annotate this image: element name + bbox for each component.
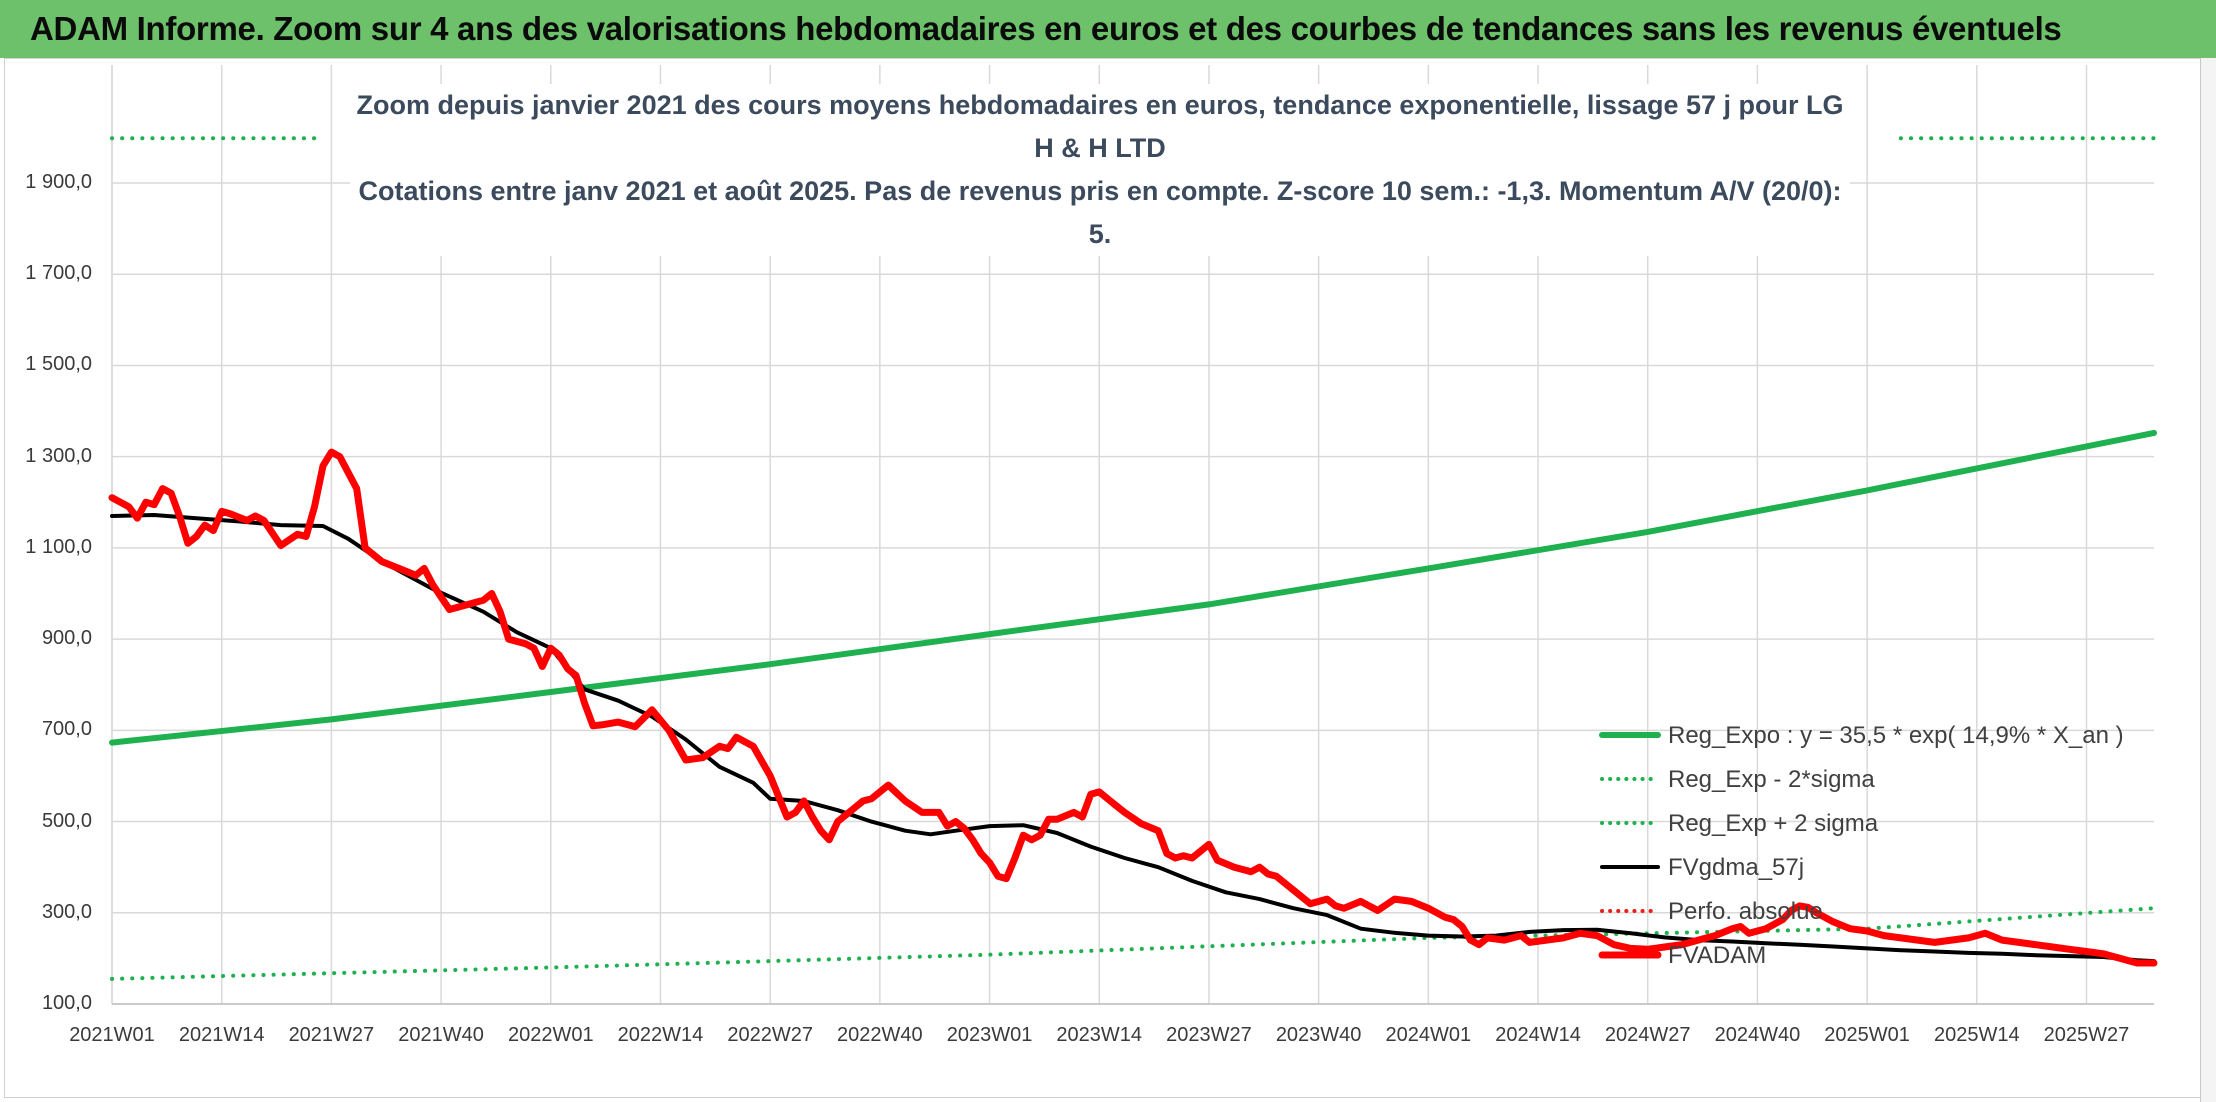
x-tick-label: 2024W40 xyxy=(1714,1024,1801,1046)
y-tick-label: 1 300,0 xyxy=(25,444,92,467)
legend-item: FVgdma_57j xyxy=(1598,852,2198,882)
series-line-5 xyxy=(108,448,2158,967)
chart-title-line1: Zoom depuis janvier 2021 des cours moyen… xyxy=(356,90,1844,163)
x-tick-label: 2023W27 xyxy=(1166,1024,1252,1046)
x-tick-label: 2025W01 xyxy=(1824,1024,1910,1046)
y-tick-label: 1 100,0 xyxy=(25,535,92,558)
legend-swatch xyxy=(1600,865,1660,869)
legend-swatch xyxy=(1600,909,1660,913)
legend-label: Reg_Exp - 2*sigma xyxy=(1668,766,1875,793)
series-line-0 xyxy=(109,429,2157,746)
x-tick-label: 2023W14 xyxy=(1056,1024,1143,1046)
x-tick-label: 2024W01 xyxy=(1385,1024,1472,1046)
x-tick-label: 2022W01 xyxy=(507,1024,594,1046)
legend-swatch xyxy=(1599,732,1661,738)
legend-label: Perfo. absolue xyxy=(1668,898,1823,925)
header-bar: ADAM Informe. Zoom sur 4 ans des valoris… xyxy=(0,0,2216,58)
x-tick-label: 2022W40 xyxy=(837,1024,923,1046)
x-tick-label: 2023W01 xyxy=(946,1024,1033,1046)
x-tick-label: 2024W14 xyxy=(1495,1024,1581,1046)
y-tick-label: 700,0 xyxy=(41,718,92,741)
x-tick-label: 2021W27 xyxy=(288,1024,375,1046)
y-tick-label: 500,0 xyxy=(41,809,92,832)
chart-title: Zoom depuis janvier 2021 des cours moyen… xyxy=(350,84,1850,256)
legend-label: Reg_Exp + 2 sigma xyxy=(1668,810,1879,837)
x-tick-label: 2025W27 xyxy=(2043,1024,2130,1046)
legend-swatch xyxy=(1598,951,1662,959)
legend-item: FVADAM xyxy=(1598,940,2198,970)
y-tick-label: 1 700,0 xyxy=(25,262,92,285)
y-tick-label: 300,0 xyxy=(41,900,92,923)
legend-label: Reg_Expo : y = 35,5 * exp( 14,9% * X_an … xyxy=(1668,722,2124,749)
x-tick-label: 2021W14 xyxy=(178,1024,265,1046)
x-tick-label: 2024W27 xyxy=(1604,1024,1691,1046)
x-tick-label: 2021W01 xyxy=(69,1024,155,1046)
x-tick-label: 2023W40 xyxy=(1275,1024,1362,1046)
legend-swatch xyxy=(1600,821,1660,825)
x-tick-label: 2025W14 xyxy=(1933,1024,2020,1046)
legend-swatch xyxy=(1600,777,1660,781)
legend-item: Perfo. absolue xyxy=(1598,896,2198,926)
x-tick-label: 2022W14 xyxy=(617,1024,704,1046)
y-tick-label: 100,0 xyxy=(41,992,92,1014)
chart-title-line2: Cotations entre janv 2021 et août 2025. … xyxy=(358,176,1842,249)
page-title: ADAM Informe. Zoom sur 4 ans des valoris… xyxy=(30,10,2062,47)
legend-item: Reg_Exp + 2 sigma xyxy=(1598,808,2198,838)
x-tick-label: 2021W40 xyxy=(398,1024,484,1046)
series-line-3 xyxy=(110,513,2156,964)
y-tick-label: 1 900,0 xyxy=(25,171,92,193)
legend-item: Reg_Expo : y = 35,5 * exp( 14,9% * X_an … xyxy=(1598,720,2198,750)
legend-item: Reg_Exp - 2*sigma xyxy=(1598,764,2198,794)
window-right-edge xyxy=(2200,58,2216,1102)
legend-label: FVgdma_57j xyxy=(1668,854,1805,881)
y-tick-label: 1 500,0 xyxy=(25,353,92,376)
y-tick-label: 900,0 xyxy=(41,627,92,650)
legend-label: FVADAM xyxy=(1668,942,1767,969)
x-tick-label: 2022W27 xyxy=(727,1024,813,1046)
